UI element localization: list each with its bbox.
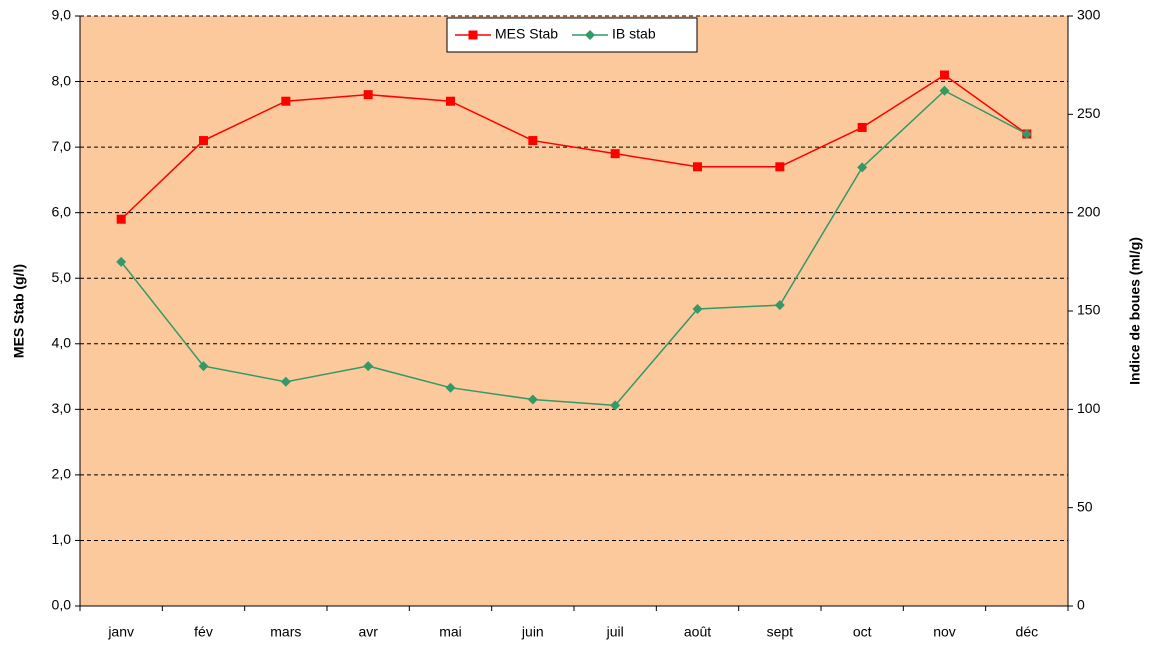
marker — [774, 300, 785, 311]
marker — [445, 382, 456, 393]
marker — [693, 162, 702, 172]
marker — [527, 394, 538, 405]
y-tick-label: 2,0 — [52, 466, 72, 482]
y-tick-label: 9,0 — [52, 7, 72, 23]
y-tick-label: 7,0 — [52, 138, 72, 154]
x-tick-label: fév — [194, 624, 213, 640]
marker — [468, 30, 478, 40]
x-tick-label: mai — [439, 624, 462, 640]
y-tick-label: 8,0 — [52, 72, 72, 88]
y-tick-label: 4,0 — [52, 334, 72, 350]
y2-axis-title: Indice de boues (ml/g) — [1127, 237, 1143, 385]
marker — [857, 162, 868, 173]
y-tick-label: 5,0 — [52, 269, 72, 285]
marker — [857, 122, 867, 132]
marker — [939, 85, 950, 96]
y2-tick-label: 200 — [1077, 203, 1101, 219]
plot-area — [80, 16, 1068, 606]
marker — [528, 136, 538, 146]
y2-tick-label: 100 — [1077, 400, 1101, 416]
y2-tick-label: 300 — [1077, 7, 1101, 23]
marker — [281, 96, 291, 106]
legend-label: IB stab — [612, 26, 656, 42]
marker — [940, 70, 949, 80]
y2-tick-label: 250 — [1077, 105, 1101, 121]
y-tick-label: 1,0 — [52, 531, 72, 547]
y-tick-label: 6,0 — [52, 203, 72, 219]
marker — [775, 162, 785, 172]
x-tick-label: juil — [606, 624, 624, 640]
x-tick-label: août — [684, 624, 711, 640]
marker — [446, 96, 455, 106]
x-tick-label: avr — [358, 624, 378, 640]
marker — [199, 136, 208, 146]
y-tick-label: 3,0 — [52, 400, 72, 416]
line — [120, 74, 1028, 220]
marker — [198, 361, 209, 372]
marker — [1021, 129, 1032, 139]
x-tick-label: juin — [521, 624, 544, 640]
y2-tick-label: 150 — [1077, 302, 1101, 318]
x-tick-label: mars — [270, 624, 301, 640]
y2-tick-label: 50 — [1077, 498, 1093, 514]
line — [120, 89, 1028, 407]
marker — [363, 90, 373, 100]
x-tick-label: oct — [853, 624, 872, 640]
x-tick-label: janv — [107, 624, 134, 640]
y-axis-title: MES Stab (g/l) — [11, 264, 27, 358]
marker — [692, 304, 703, 315]
marker — [610, 400, 621, 411]
x-tick-label: nov — [933, 624, 956, 640]
marker — [116, 214, 126, 224]
x-tick-label: déc — [1016, 624, 1039, 640]
marker — [116, 256, 127, 267]
y-tick-label: 0,0 — [52, 597, 72, 613]
marker — [585, 30, 596, 40]
x-tick-label: sept — [767, 624, 794, 640]
marker — [280, 376, 291, 387]
legend-label: MES Stab — [495, 26, 558, 42]
marker — [610, 149, 620, 159]
y2-tick-label: 0 — [1077, 597, 1085, 613]
marker — [363, 361, 374, 372]
